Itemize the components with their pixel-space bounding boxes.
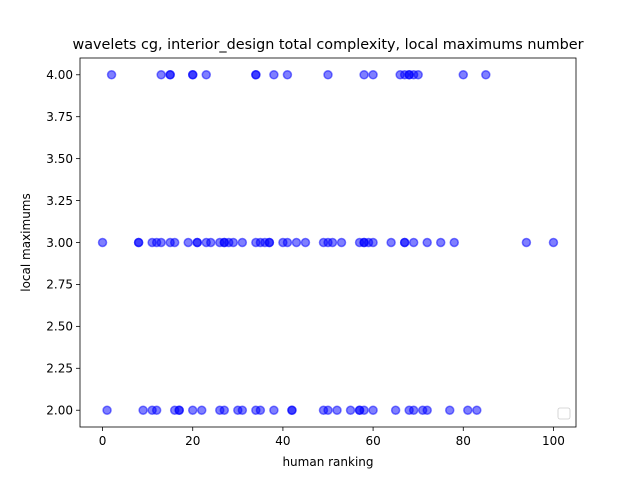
data-point <box>359 405 369 415</box>
y-tick-label: 3.25 <box>46 194 73 208</box>
data-point <box>192 237 202 248</box>
data-point <box>183 237 193 248</box>
data-point <box>151 405 162 415</box>
legend-box <box>557 407 571 420</box>
data-point <box>201 70 212 80</box>
x-tick-label: 0 <box>99 434 107 448</box>
data-point <box>472 405 482 415</box>
data-point <box>237 237 248 248</box>
x-tick-label: 40 <box>275 434 290 448</box>
data-point <box>422 237 432 248</box>
data-point <box>368 405 378 415</box>
x-axis-ticks: 0 20 40 60 80 100 <box>99 427 565 448</box>
data-point <box>282 70 293 80</box>
data-point <box>449 237 460 248</box>
data-point <box>386 237 396 248</box>
x-tick-label: 100 <box>542 434 565 448</box>
data-point <box>390 405 401 415</box>
data-point <box>187 70 198 80</box>
data-point <box>187 405 198 415</box>
data-point <box>165 70 175 80</box>
y-tick-label: 2.25 <box>46 362 73 376</box>
data-point <box>251 70 261 80</box>
data-point <box>219 405 230 415</box>
data-point <box>169 237 180 248</box>
data-point <box>463 405 473 415</box>
data-point <box>422 405 432 415</box>
data-point <box>521 237 532 248</box>
x-tick-label: 20 <box>185 434 200 448</box>
y-tick-label: 3.00 <box>46 236 73 250</box>
data-point <box>102 405 112 415</box>
data-point <box>282 237 293 248</box>
data-point <box>156 70 166 80</box>
data-point <box>237 405 248 415</box>
y-axis-ticks: 2.00 2.25 2.50 2.75 3.00 3.25 3.50 3.75 4.00 <box>46 68 80 418</box>
axes-frame <box>79 57 577 428</box>
data-point <box>196 405 207 415</box>
data-point <box>345 405 356 415</box>
data-point <box>106 70 117 80</box>
data-point <box>300 237 311 248</box>
data-point <box>413 70 423 80</box>
data-point <box>481 70 491 80</box>
y-tick-label: 2.00 <box>46 404 73 418</box>
data-point <box>327 237 338 248</box>
data-point <box>264 237 275 248</box>
data-point <box>97 237 108 248</box>
data-point <box>138 405 148 415</box>
data-point <box>435 237 446 248</box>
data-points <box>97 70 559 415</box>
data-point <box>269 70 279 80</box>
data-point <box>444 405 455 415</box>
data-point <box>408 405 419 415</box>
data-point <box>399 237 410 248</box>
y-tick-label: 3.50 <box>46 152 73 166</box>
data-point <box>336 237 347 248</box>
x-tick-label: 80 <box>456 434 471 448</box>
data-point <box>548 237 559 248</box>
data-point <box>255 405 266 415</box>
data-point <box>332 405 342 415</box>
data-point <box>368 237 378 248</box>
x-axis-label: human ranking <box>282 455 373 469</box>
data-point <box>323 405 333 415</box>
data-point <box>408 237 419 248</box>
y-tick-label: 3.75 <box>46 110 73 124</box>
data-point <box>156 237 166 248</box>
chart-title: wavelets cg, interior_design total compl… <box>72 37 583 53</box>
data-point <box>228 237 239 248</box>
y-tick-label: 2.50 <box>46 320 73 334</box>
data-point <box>368 70 378 80</box>
data-point <box>174 405 184 415</box>
y-axis-label: local maximums <box>19 193 33 292</box>
data-point <box>206 237 216 248</box>
data-point <box>133 237 144 248</box>
x-tick-label: 60 <box>365 434 380 448</box>
data-point <box>458 70 469 80</box>
data-point <box>291 237 302 248</box>
y-tick-label: 2.75 <box>46 278 73 292</box>
data-point <box>269 405 279 415</box>
data-point <box>323 70 333 80</box>
y-tick-label: 4.00 <box>46 68 73 82</box>
data-point <box>287 405 297 415</box>
data-point <box>359 70 369 80</box>
